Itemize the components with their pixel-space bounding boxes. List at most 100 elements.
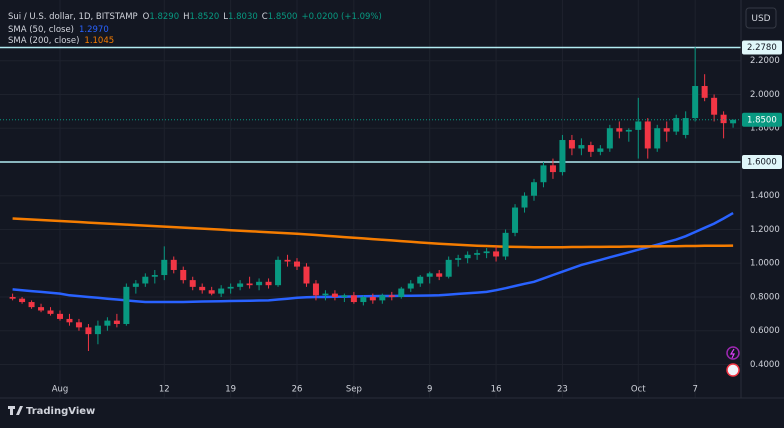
candle-body (521, 195, 528, 208)
candle-body (559, 140, 566, 173)
symbol-title: Sui / U.S. dollar, 1D, BITSTAMP O1.8290 H1… (8, 12, 382, 22)
candle-body (587, 145, 594, 152)
candle-body (180, 269, 187, 281)
y-tick-label: 1.0000 (750, 259, 780, 269)
candle-body (57, 313, 63, 319)
axes: 0.4000 0.6000 0.8000 1.0000 1.2000 1.4000 1.60… (0, 40, 782, 395)
candle-body (94, 325, 101, 335)
y-tick-label: 1.2000 (750, 225, 780, 235)
candle-body (673, 118, 680, 132)
x-tick-label: 7 (692, 385, 697, 395)
candle-body (625, 129, 632, 132)
y-tick-label: 2.2000 (750, 56, 780, 66)
logo-mark (8, 406, 23, 415)
candle-body (455, 258, 462, 260)
candle-body (616, 128, 623, 132)
candle-body (360, 296, 367, 303)
candle-body (398, 288, 405, 297)
ohlc-value: 1.8500 (268, 12, 298, 22)
candle-body (644, 121, 651, 149)
candle-body (568, 140, 575, 149)
ohlc-key: H (183, 12, 189, 22)
plot-area (0, 46, 741, 351)
candle-body (303, 266, 310, 284)
candle-body (350, 295, 357, 303)
header: Sui / U.S. dollar, 1D, BITSTAMP O1.8290 H1… (8, 12, 382, 46)
candle-body (75, 322, 82, 328)
x-tick-label: Aug (52, 385, 69, 395)
y-tick-label: 1.8000 (750, 124, 780, 134)
candle-body (208, 290, 215, 294)
indicator-value: 1.1045 (84, 36, 114, 46)
x-tick-label: Sep (346, 385, 362, 395)
event-icon-bolt (729, 348, 735, 359)
candle-body (483, 251, 490, 254)
candle-body (654, 128, 661, 149)
currency-button[interactable] (745, 7, 777, 29)
candle-body (426, 273, 433, 277)
change: +0.0200 (+1.09%) (301, 12, 381, 22)
candle-body (199, 286, 206, 291)
candle-body (445, 259, 452, 277)
last-price-label: 1.8500 (747, 115, 777, 125)
candle-body (341, 295, 348, 297)
candle-body (407, 283, 414, 289)
candle-body (142, 276, 149, 284)
x-tick-label: 12 (159, 385, 170, 395)
candle-body (531, 182, 537, 196)
flag-icon[interactable] (726, 363, 740, 377)
candle-body (28, 302, 35, 308)
candle-body (512, 207, 519, 233)
candle-body (720, 114, 727, 124)
indicator-name: SMA (200, close) (8, 36, 79, 46)
currency-label[interactable]: USD (751, 14, 770, 24)
candle-body (578, 145, 585, 149)
grid (0, 0, 741, 398)
candle-body (256, 281, 263, 286)
x-tick-label: 23 (557, 385, 568, 395)
ohlc-value: 1.8520 (190, 12, 220, 22)
candle-body (265, 281, 272, 286)
candle-body (663, 128, 670, 132)
ohlc-key: C (262, 12, 268, 22)
candle-body (9, 296, 16, 299)
candle-body (123, 286, 130, 324)
candle-body (312, 283, 319, 296)
candle-body (711, 97, 718, 115)
candle-body (474, 253, 481, 255)
level-label: 2.2780 (747, 43, 777, 53)
candle-body (38, 307, 45, 311)
candle-body (170, 259, 177, 270)
last-price-tag (742, 112, 782, 127)
event-icon[interactable] (726, 346, 740, 360)
candle-body (132, 283, 139, 287)
y-tick-label: 0.4000 (750, 360, 780, 370)
candle-body (597, 148, 604, 152)
candle-body (294, 261, 300, 267)
candle-body (113, 320, 120, 324)
candle-body (388, 295, 395, 297)
candle-body (284, 259, 291, 262)
brand-logo (8, 406, 23, 415)
candle-body (730, 119, 737, 124)
candle-body (19, 298, 26, 303)
candle-body (85, 327, 92, 335)
indicator-legend: SMA (200, close) 1.1045 (8, 36, 114, 46)
level-label: 1.6000 (747, 157, 777, 167)
candle-body (161, 259, 168, 276)
candle-body (436, 273, 443, 277)
symbol: Sui / U.S. dollar, 1D, BITSTAMP (8, 12, 138, 22)
y-tick-label: 0.6000 (750, 326, 780, 336)
brand-name: TradingView (26, 406, 95, 417)
y-tick-label: 1.4000 (750, 191, 780, 201)
candle-body (369, 296, 376, 301)
candle-body (606, 128, 613, 149)
candle-body (635, 121, 642, 130)
candle-body (189, 280, 196, 287)
indicator-value: 1.2970 (79, 25, 109, 35)
candle-body (47, 310, 54, 314)
ohlc-value: 1.8290 (149, 12, 179, 22)
sma-line (12, 217, 734, 249)
indicator-name: SMA (50, close) (8, 25, 74, 35)
